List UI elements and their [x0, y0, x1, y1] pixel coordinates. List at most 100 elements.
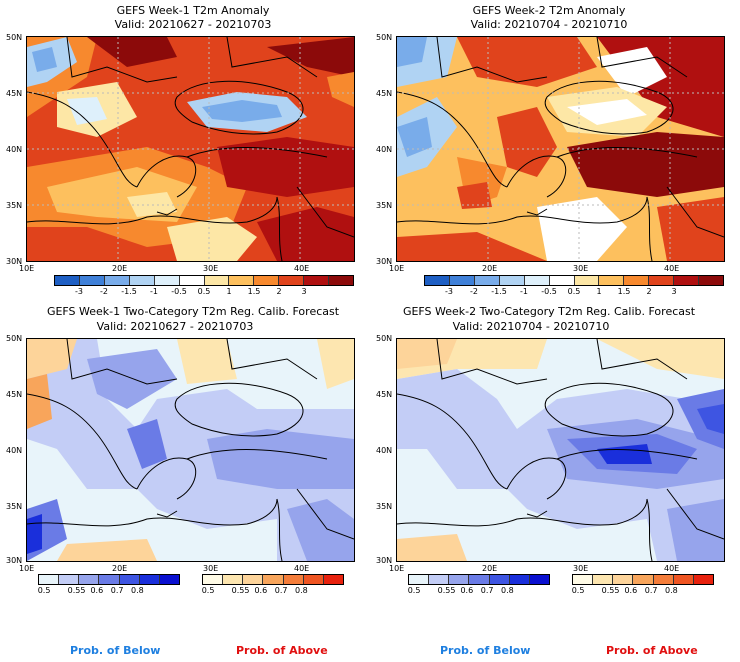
lat-label-40n: 40N	[376, 145, 393, 154]
map-week1-prob	[26, 338, 355, 562]
lon-label-30e: 30E	[203, 264, 219, 273]
below-colorbar	[408, 574, 550, 585]
panel-title: GEFS Week-1 Two-Category T2m Reg. Calib.…	[46, 305, 340, 318]
colorbar-tick-label: 1	[226, 287, 232, 296]
colorbar-tick-label: -1	[520, 287, 528, 296]
colorbar-swatch	[323, 575, 343, 584]
panel-week2-prob: GEFS Week-2 Two-Category T2m Reg. Calib.…	[370, 300, 740, 600]
panel-week2-anomaly: GEFS Week-2 T2m Anomaly Valid: 20210704 …	[370, 0, 740, 300]
panel-week1-prob: GEFS Week-1 Two-Category T2m Reg. Calib.…	[0, 300, 370, 600]
colorbar-swatch	[254, 276, 280, 285]
colorbar-tick-label: -1.5	[491, 287, 507, 296]
lat-label-35n: 35N	[6, 502, 23, 511]
map-week2-anomaly	[396, 36, 725, 262]
lat-label-30n: 30N	[6, 257, 23, 266]
colorbar-swatch	[129, 276, 155, 285]
colorbar-swatch	[329, 276, 354, 285]
lat-label-45n: 45N	[6, 390, 23, 399]
lon-label-20e: 20E	[112, 264, 128, 273]
colorbar-tick-label: -3	[445, 287, 453, 296]
colorbar-swatch	[39, 575, 60, 584]
colorbar-tick-label: 0.5	[407, 586, 421, 595]
lon-label-40e: 40E	[294, 564, 310, 573]
colorbar-swatch	[624, 276, 650, 285]
colorbar-swatch	[304, 276, 330, 285]
colorbar-swatch	[549, 276, 575, 285]
colorbar-swatch	[574, 276, 600, 285]
colorbar-swatch	[229, 276, 255, 285]
colorbar-swatch	[154, 276, 180, 285]
colorbar-swatch	[593, 575, 614, 584]
colorbar-swatch	[223, 575, 244, 584]
footer-prob-below-left: Prob. of Below	[70, 644, 161, 657]
colorbar-tick-label: 3	[301, 287, 307, 296]
lon-label-40e: 40E	[294, 264, 310, 273]
below-colorbar-ticks: 0.5 0.55 0.6 0.7 0.8	[38, 586, 180, 596]
colorbar-tick-label: 0.55	[231, 586, 250, 595]
lon-label-10e: 10E	[19, 564, 35, 573]
colorbar-tick-label: -1.5	[121, 287, 137, 296]
lat-label-35n: 35N	[376, 201, 393, 210]
colorbar-swatch	[693, 575, 713, 584]
colorbar-swatch	[303, 575, 324, 584]
colorbar-tick-label: 3	[671, 287, 677, 296]
panel-title: GEFS Week-2 Two-Category T2m Reg. Calib.…	[402, 305, 696, 318]
anomaly-field	[397, 37, 724, 261]
panel-valid: Valid: 20210627 - 20210703	[96, 320, 254, 333]
colorbar-swatch	[283, 575, 304, 584]
lon-label-40e: 40E	[664, 564, 680, 573]
colorbar-swatch	[449, 575, 470, 584]
colorbar-swatch	[674, 276, 700, 285]
colorbar-tick-label: 0.6	[460, 586, 474, 595]
colorbar-swatch	[469, 575, 490, 584]
colorbar-tick-label: 0.5	[197, 287, 211, 296]
colorbar-swatch	[573, 575, 594, 584]
colorbar-swatch	[79, 575, 100, 584]
colorbar-tick-label: -0.5	[541, 287, 557, 296]
colorbar-swatch	[449, 276, 475, 285]
anomaly-colorbar-ticks: -3 -2 -1.5 -1 -0.5 0.5 1 1.5 2 3	[424, 287, 724, 297]
colorbar-tick-label: 1.5	[617, 287, 631, 296]
colorbar-tick-label: 0.6	[624, 586, 638, 595]
lat-label-50n: 50N	[376, 334, 393, 343]
lon-label-40e: 40E	[664, 264, 680, 273]
lon-label-20e: 20E	[482, 564, 498, 573]
colorbar-tick-label: 0.6	[254, 586, 268, 595]
colorbar-swatch	[499, 276, 525, 285]
colorbar-swatch	[139, 575, 160, 584]
panel-title: GEFS Week-2 T2m Anomaly	[472, 4, 626, 17]
colorbar-swatch	[474, 276, 500, 285]
colorbar-tick-label: 0.55	[437, 586, 456, 595]
footer-prob-below-right: Prob. of Below	[440, 644, 531, 657]
colorbar-tick-label: -2	[470, 287, 478, 296]
colorbar-swatch	[99, 575, 120, 584]
lat-label-50n: 50N	[6, 33, 23, 42]
colorbar-tick-label: 0.7	[274, 586, 288, 595]
above-colorbar	[572, 574, 714, 585]
lat-label-45n: 45N	[6, 89, 23, 98]
colorbar-tick-label: 1	[596, 287, 602, 296]
lat-label-35n: 35N	[376, 502, 393, 511]
probability-field	[27, 339, 354, 561]
panel-week1-anomaly: GEFS Week-1 T2m Anomaly Valid: 20210627 …	[0, 0, 370, 300]
colorbar-swatch	[699, 276, 724, 285]
colorbar-swatch	[79, 276, 105, 285]
probability-field	[397, 339, 724, 561]
colorbar-swatch	[55, 276, 80, 285]
lon-label-10e: 10E	[19, 264, 35, 273]
anomaly-field	[27, 37, 354, 261]
colorbar-swatch	[263, 575, 284, 584]
colorbar-tick-label: 1.5	[247, 287, 261, 296]
colorbar-tick-label: 0.5	[567, 287, 581, 296]
colorbar-swatch	[425, 276, 450, 285]
anomaly-colorbar	[54, 275, 354, 286]
colorbar-tick-label: 0.8	[501, 586, 514, 595]
colorbar-tick-label: 0.6	[90, 586, 104, 595]
colorbar-swatch	[673, 575, 694, 584]
lon-label-10e: 10E	[389, 264, 405, 273]
panel-valid: Valid: 20210704 - 20210710	[452, 320, 610, 333]
footer-prob-above-right: Prob. of Above	[606, 644, 698, 657]
above-colorbar-ticks: 0.5 0.55 0.6 0.7 0.8	[572, 586, 714, 596]
colorbar-swatch	[613, 575, 634, 584]
colorbar-tick-label: 2	[276, 287, 282, 296]
